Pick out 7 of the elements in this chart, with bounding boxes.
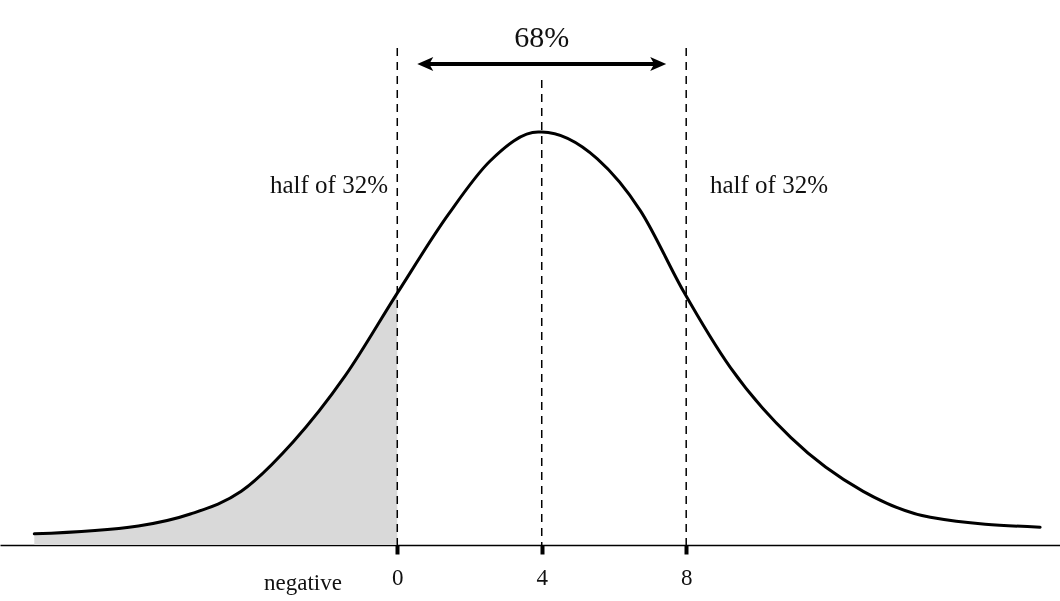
annotation: half of 32% xyxy=(710,171,829,198)
text: negative xyxy=(264,570,342,595)
annotation: half of 32% xyxy=(269,171,388,198)
x-tick-label: 8 xyxy=(680,564,693,590)
text: 68% xyxy=(514,20,570,53)
x-tick-label: 0 xyxy=(392,564,404,590)
x-tick-label: 4 xyxy=(536,564,549,590)
